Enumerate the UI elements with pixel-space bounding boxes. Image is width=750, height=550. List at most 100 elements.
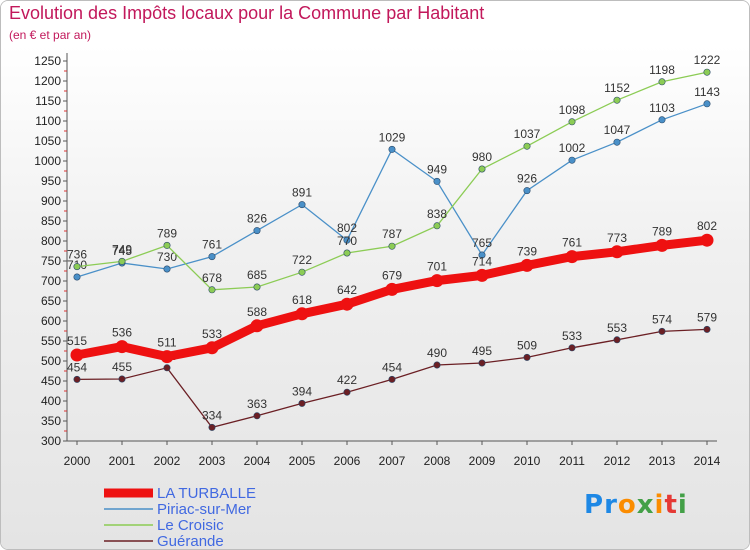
- data-point: [703, 100, 711, 108]
- data-label: 714: [472, 254, 492, 268]
- data-label: 515: [67, 334, 87, 348]
- x-tick-label: 2009: [469, 454, 496, 468]
- data-label: 618: [292, 293, 312, 307]
- data-point: [253, 412, 261, 420]
- series-gu-rande: 4544554833343633944224544904955095335535…: [67, 310, 717, 431]
- y-tick-label: 850: [41, 214, 61, 228]
- y-tick-label: 450: [41, 374, 61, 388]
- data-point: [478, 251, 486, 259]
- data-label: 789: [157, 226, 177, 240]
- data-point: [70, 348, 84, 362]
- x-tick-label: 2005: [289, 454, 316, 468]
- data-label: 1047: [604, 123, 631, 137]
- data-label: 454: [67, 360, 87, 374]
- data-point: [568, 118, 576, 126]
- data-point: [250, 319, 264, 333]
- data-point: [388, 145, 396, 153]
- data-label: 802: [337, 221, 357, 235]
- y-tick-label: 1000: [34, 154, 61, 168]
- data-point: [568, 156, 576, 164]
- data-label: 980: [472, 150, 492, 164]
- data-label: 533: [562, 329, 582, 343]
- y-tick-label: 650: [41, 294, 61, 308]
- data-label: 789: [652, 224, 672, 238]
- data-label: 1198: [649, 63, 675, 77]
- data-point: [433, 222, 441, 230]
- data-label: 1152: [604, 81, 630, 95]
- data-point: [73, 273, 81, 281]
- data-label: 490: [427, 346, 447, 360]
- data-point: [73, 375, 81, 383]
- y-tick-label: 1150: [35, 94, 61, 108]
- data-label: 642: [337, 283, 357, 297]
- x-tick-label: 2002: [154, 454, 181, 468]
- data-point: [430, 274, 444, 288]
- data-label: 679: [382, 268, 402, 282]
- data-point: [253, 227, 261, 235]
- data-label: 509: [517, 338, 537, 352]
- proxiti-logo: Proxiti: [584, 490, 688, 520]
- data-point: [298, 399, 306, 407]
- legend-item-piriac-sur-mer: Piriac-sur-Mer: [104, 501, 251, 518]
- x-tick-label: 2008: [424, 454, 451, 468]
- data-label: 838: [427, 207, 447, 221]
- data-label: 770: [337, 234, 357, 248]
- data-label: 949: [427, 162, 447, 176]
- y-tick-label: 350: [41, 414, 61, 428]
- data-label: 891: [292, 186, 312, 200]
- x-tick-label: 2003: [199, 454, 226, 468]
- data-label: 454: [382, 360, 402, 374]
- x-tick-label: 2013: [649, 454, 676, 468]
- legend-label: LA TURBALLE: [157, 485, 256, 502]
- data-label: 574: [652, 312, 672, 326]
- data-label: 761: [202, 238, 222, 252]
- data-point: [658, 327, 666, 335]
- data-label: 588: [247, 305, 267, 319]
- data-label: 826: [247, 212, 267, 226]
- data-point: [703, 68, 711, 76]
- data-point: [208, 286, 216, 294]
- y-tick-label: 300: [41, 434, 61, 448]
- y-tick-label: 400: [41, 394, 61, 408]
- data-point: [295, 307, 309, 321]
- chart-title: Evolution des Impôts locaux pour la Comm…: [9, 3, 485, 23]
- data-label: 773: [607, 231, 627, 245]
- series-le-croisic: 736 749 789 678 685 722 770 787 838 980 1037 1098 11…: [67, 53, 721, 294]
- x-tick-label: 2010: [514, 454, 541, 468]
- data-label: 511: [157, 336, 176, 350]
- data-point: [163, 241, 171, 249]
- data-label: 761: [562, 236, 582, 250]
- x-tick-label: 2007: [379, 454, 406, 468]
- x-tick-label: 2012: [604, 454, 631, 468]
- data-point: [520, 258, 534, 272]
- legend-label: Le Croisic: [157, 517, 224, 534]
- data-point: [613, 138, 621, 146]
- data-label: 722: [292, 253, 312, 267]
- legend-label: Piriac-sur-Mer: [157, 501, 251, 518]
- data-point: [565, 250, 579, 264]
- data-point: [568, 344, 576, 352]
- data-label: 685: [247, 268, 267, 282]
- data-point: [298, 268, 306, 276]
- data-point: [118, 257, 126, 265]
- data-point: [388, 242, 396, 250]
- logo-letter: P: [584, 490, 605, 520]
- data-point: [433, 177, 441, 185]
- data-point: [475, 268, 489, 282]
- data-point: [343, 388, 351, 396]
- logo-letter: o: [617, 490, 637, 520]
- data-label: 553: [607, 321, 627, 335]
- data-point: [343, 236, 351, 244]
- y-tick-label: 950: [41, 174, 61, 188]
- data-point: [118, 375, 126, 383]
- data-point: [208, 423, 216, 431]
- chart-subtitle: (en € et par an): [9, 28, 92, 42]
- data-label: 1098: [559, 103, 586, 117]
- data-label: 1037: [514, 127, 541, 141]
- y-tick-label: 750: [41, 254, 61, 268]
- series-piriac-sur-mer: 7107457307618268918021029949765926100210…: [67, 85, 720, 281]
- data-label: 533: [202, 327, 222, 341]
- data-label: 334: [202, 408, 222, 422]
